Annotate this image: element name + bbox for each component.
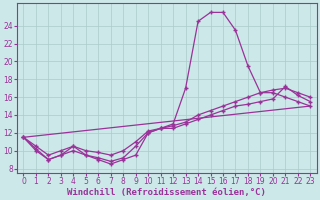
X-axis label: Windchill (Refroidissement éolien,°C): Windchill (Refroidissement éolien,°C): [68, 188, 266, 197]
